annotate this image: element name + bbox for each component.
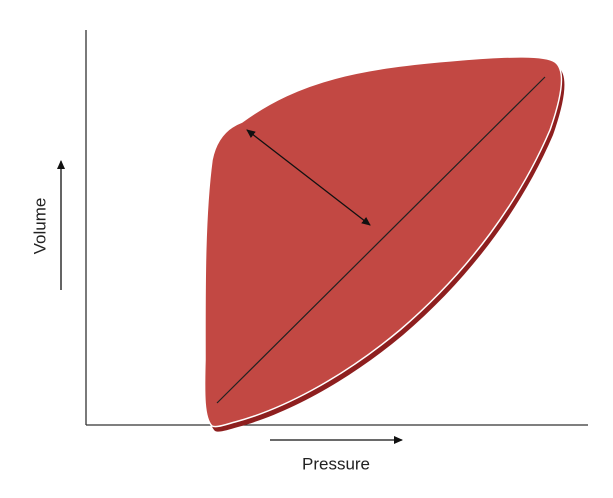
x-label: Pressure bbox=[302, 454, 370, 473]
diagonal-line bbox=[216, 76, 546, 404]
double-arrow bbox=[246, 129, 371, 226]
y-label: Volume bbox=[30, 198, 49, 255]
pressure-volume-loop bbox=[203, 56, 563, 428]
